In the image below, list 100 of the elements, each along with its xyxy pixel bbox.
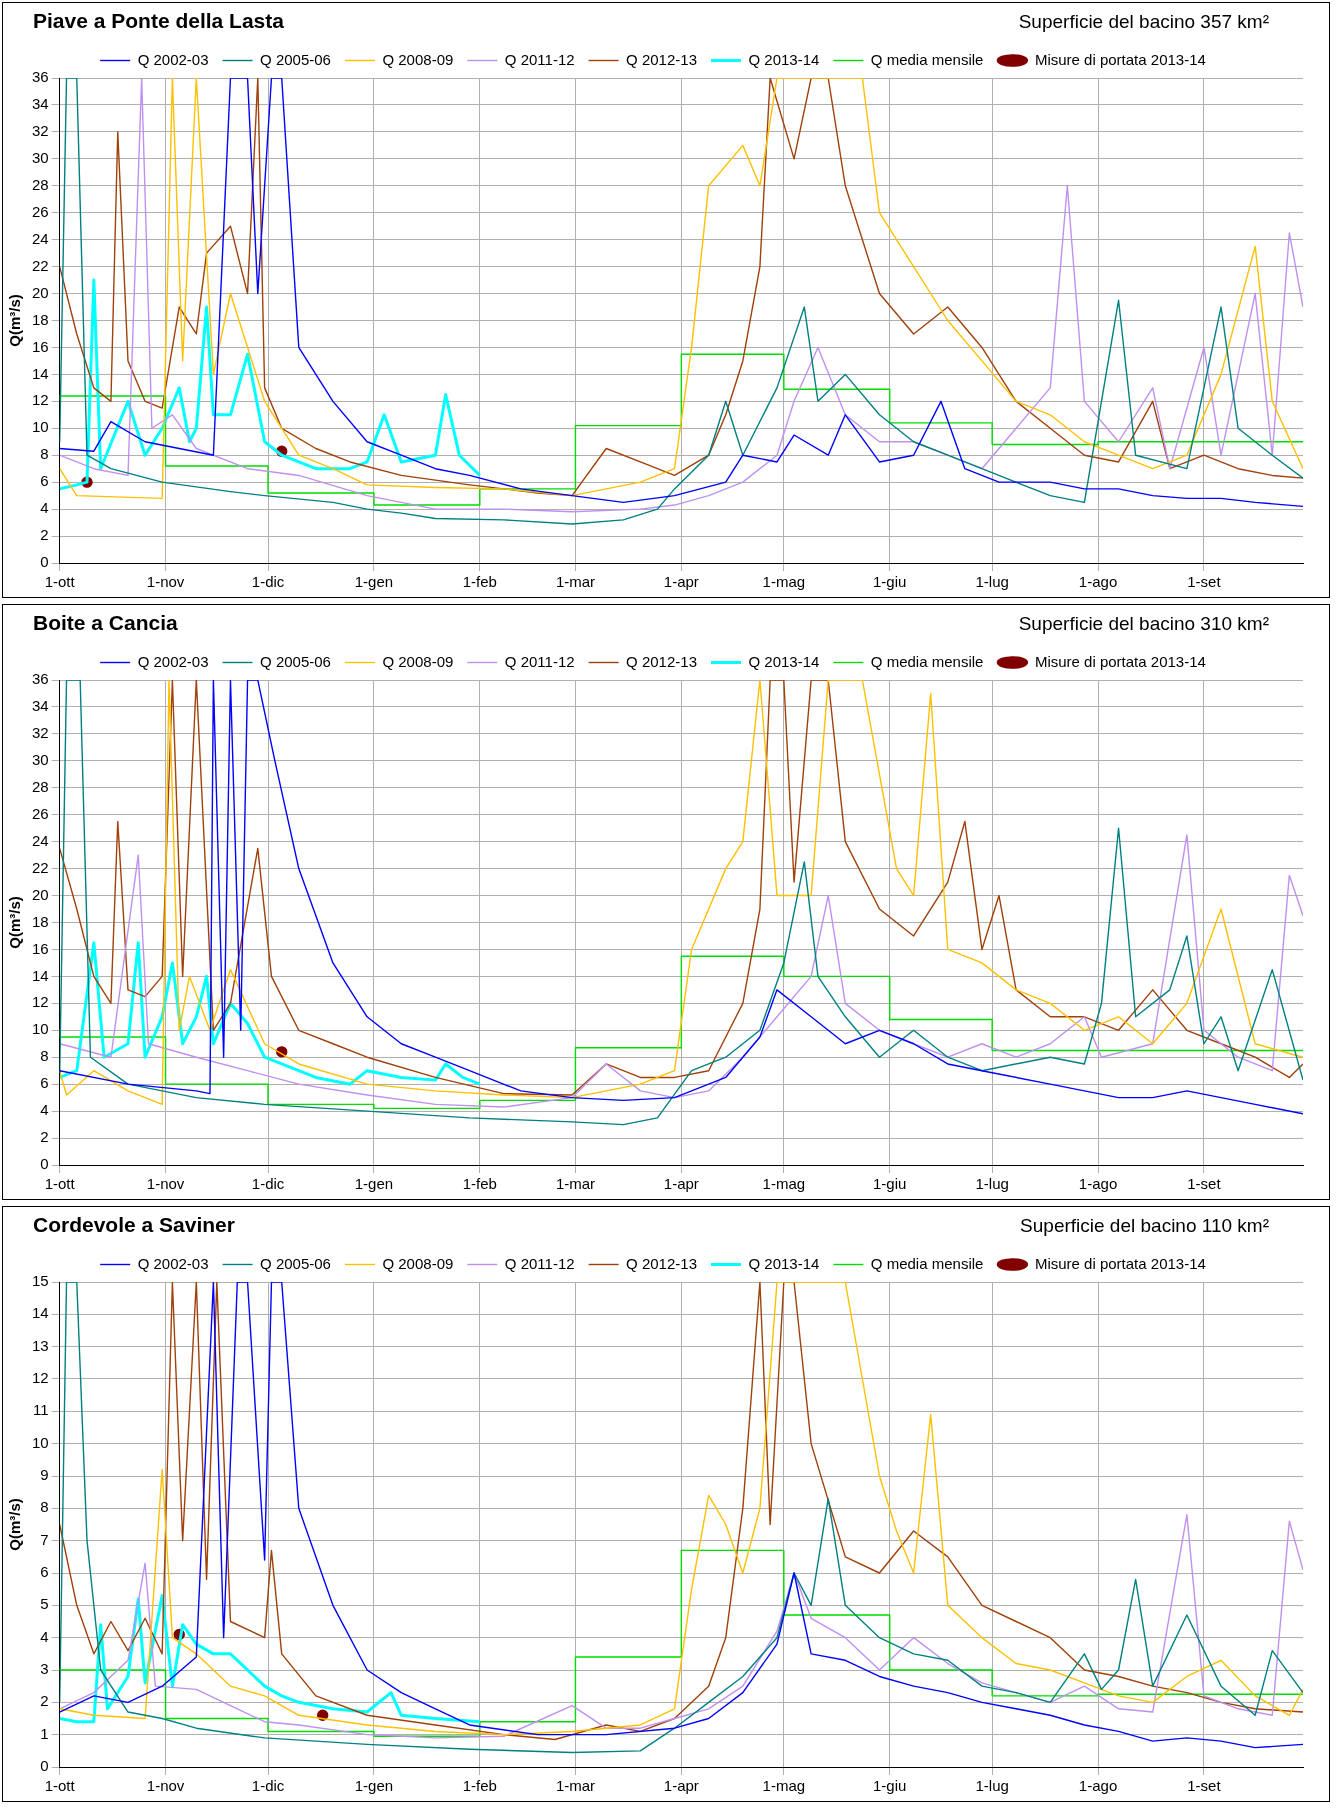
y-tick-label: 10 [32,1020,49,1038]
chart-title: Boite a Cancia [33,611,178,635]
y-tick-label: 2 [40,1128,49,1146]
y-tick-label: 36 [32,68,49,86]
legend-label: Q 2002-03 [137,652,209,670]
y-tick-label: 4 [40,1627,49,1645]
y-tick-label: 9 [40,1466,49,1484]
x-tick-label: 1-nov [146,1777,185,1795]
y-tick-label: 32 [32,724,49,742]
x-tick-label: 1-dic [251,573,285,591]
x-tick-label: 1-gen [354,573,394,591]
x-tick-label: 1-mar [555,1175,596,1193]
y-tick-label: 16 [32,337,49,355]
y-tick-label: 14 [32,364,49,382]
x-tick-label: 1-lug [975,1777,1009,1795]
legend-label: Q media mensile [870,50,984,68]
x-tick-label: 1-mag [762,573,806,591]
legend-label: Q 2012-13 [626,50,697,68]
x-tick-label: 1-lug [975,1175,1009,1193]
y-axis-title: Q(m³/s) [6,896,24,949]
y-tick-label: 20 [32,885,49,903]
chart-subtitle: Superficie del bacino 110 km² [1020,1215,1269,1237]
y-tick-label: 28 [32,175,49,193]
y-tick-label: 12 [32,1369,49,1387]
y-tick-label: 8 [40,445,49,463]
legend-label: Q 2012-13 [626,652,697,670]
y-tick-label: 1 [40,1724,49,1742]
y-tick-label: 10 [32,418,49,436]
legend-label: Misure di portata 2013-14 [1034,50,1206,68]
y-tick-label: 26 [32,202,49,220]
y-tick-label: 10 [32,1433,49,1451]
y-tick-label: 8 [40,1498,49,1516]
chart-subtitle: Superficie del bacino 357 km² [1018,11,1269,33]
legend-label: Q 2011-12 [504,50,575,68]
x-tick-label: 1-feb [462,573,497,591]
y-tick-label: 22 [32,858,49,876]
y-tick-label: 30 [32,750,49,768]
x-tick-label: 1-ago [1078,1777,1118,1795]
y-tick-label: 15 [32,1272,49,1290]
y-tick-label: 8 [40,1047,49,1065]
y-tick-label: 6 [40,1563,49,1581]
x-tick-label: 1-ago [1078,573,1118,591]
y-tick-label: 20 [32,283,49,301]
legend-label: Q 2005-06 [260,1254,331,1272]
legend-label: Q 2002-03 [137,1254,209,1272]
y-tick-label: 2 [40,526,49,544]
y-tick-label: 11 [33,1401,49,1419]
x-tick-label: 1-ott [44,573,76,591]
y-tick-label: 14 [32,1304,49,1322]
y-tick-label: 5 [40,1595,49,1613]
x-tick-label: 1-set [1187,1175,1222,1193]
y-tick-label: 36 [32,670,49,688]
x-tick-label: 1-ago [1078,1175,1118,1193]
y-tick-label: 24 [32,831,49,849]
legend-label: Q 2013-14 [748,1254,820,1272]
y-axis-title: Q(m³/s) [6,294,24,347]
y-tick-label: 14 [32,966,49,984]
x-tick-label: 1-giu [873,1777,907,1795]
x-tick-label: 1-giu [873,1175,907,1193]
legend-label: Q 2008-09 [382,1254,454,1272]
x-tick-label: 1-nov [146,1175,185,1193]
x-tick-label: 1-apr [663,573,699,591]
y-tick-label: 18 [32,912,49,930]
y-tick-label: 13 [32,1336,49,1354]
y-tick-label: 34 [32,697,49,715]
y-tick-label: 3 [40,1660,49,1678]
chart-title: Piave a Ponte della Lasta [33,9,284,33]
y-tick-label: 4 [40,1101,49,1119]
x-tick-label: 1-apr [663,1175,699,1193]
y-tick-label: 12 [32,993,49,1011]
y-tick-label: 22 [32,256,49,274]
x-tick-label: 1-dic [251,1175,285,1193]
y-tick-label: 24 [32,229,49,247]
legend-label: Q 2005-06 [260,652,331,670]
x-tick-label: 1-gen [354,1777,394,1795]
y-tick-label: 34 [32,95,49,113]
x-tick-label: 1-dic [251,1777,285,1795]
legend-label: Q 2002-03 [137,50,209,68]
y-tick-label: 30 [32,148,49,166]
x-tick-label: 1-lug [975,573,1009,591]
chart-title: Cordevole a Saviner [33,1213,235,1237]
y-tick-label: 32 [32,122,49,140]
y-tick-label: 12 [32,391,49,409]
x-tick-label: 1-mag [762,1777,806,1795]
y-tick-label: 0 [40,1757,49,1775]
legend-label: Q media mensile [870,1254,984,1272]
y-tick-label: 0 [40,1155,49,1173]
x-tick-label: 1-mar [555,573,596,591]
y-tick-label: 4 [40,499,49,517]
x-tick-label: 1-set [1187,1777,1222,1795]
legend-label: Misure di portata 2013-14 [1034,1254,1206,1272]
legend-label: Misure di portata 2013-14 [1034,652,1206,670]
legend-label: Q 2008-09 [382,50,454,68]
legend-label: Q 2013-14 [748,50,820,68]
y-tick-label: 6 [40,1074,49,1092]
y-tick-label: 18 [32,310,49,328]
legend-label: Q 2008-09 [382,652,454,670]
y-tick-label: 7 [40,1530,49,1548]
legend-label: Q 2013-14 [748,652,820,670]
legend-label: Q 2011-12 [504,652,575,670]
